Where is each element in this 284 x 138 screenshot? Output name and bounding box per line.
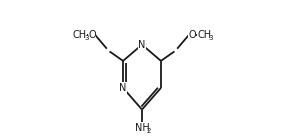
Text: N: N xyxy=(119,83,127,93)
Text: O: O xyxy=(188,30,196,40)
Text: N: N xyxy=(138,40,146,50)
Text: 2: 2 xyxy=(147,128,151,134)
Text: O: O xyxy=(88,30,96,40)
Text: CH: CH xyxy=(73,30,87,40)
Text: CH: CH xyxy=(197,30,211,40)
Text: 3: 3 xyxy=(208,35,213,41)
Text: NH: NH xyxy=(135,124,149,133)
Text: 3: 3 xyxy=(84,35,89,41)
